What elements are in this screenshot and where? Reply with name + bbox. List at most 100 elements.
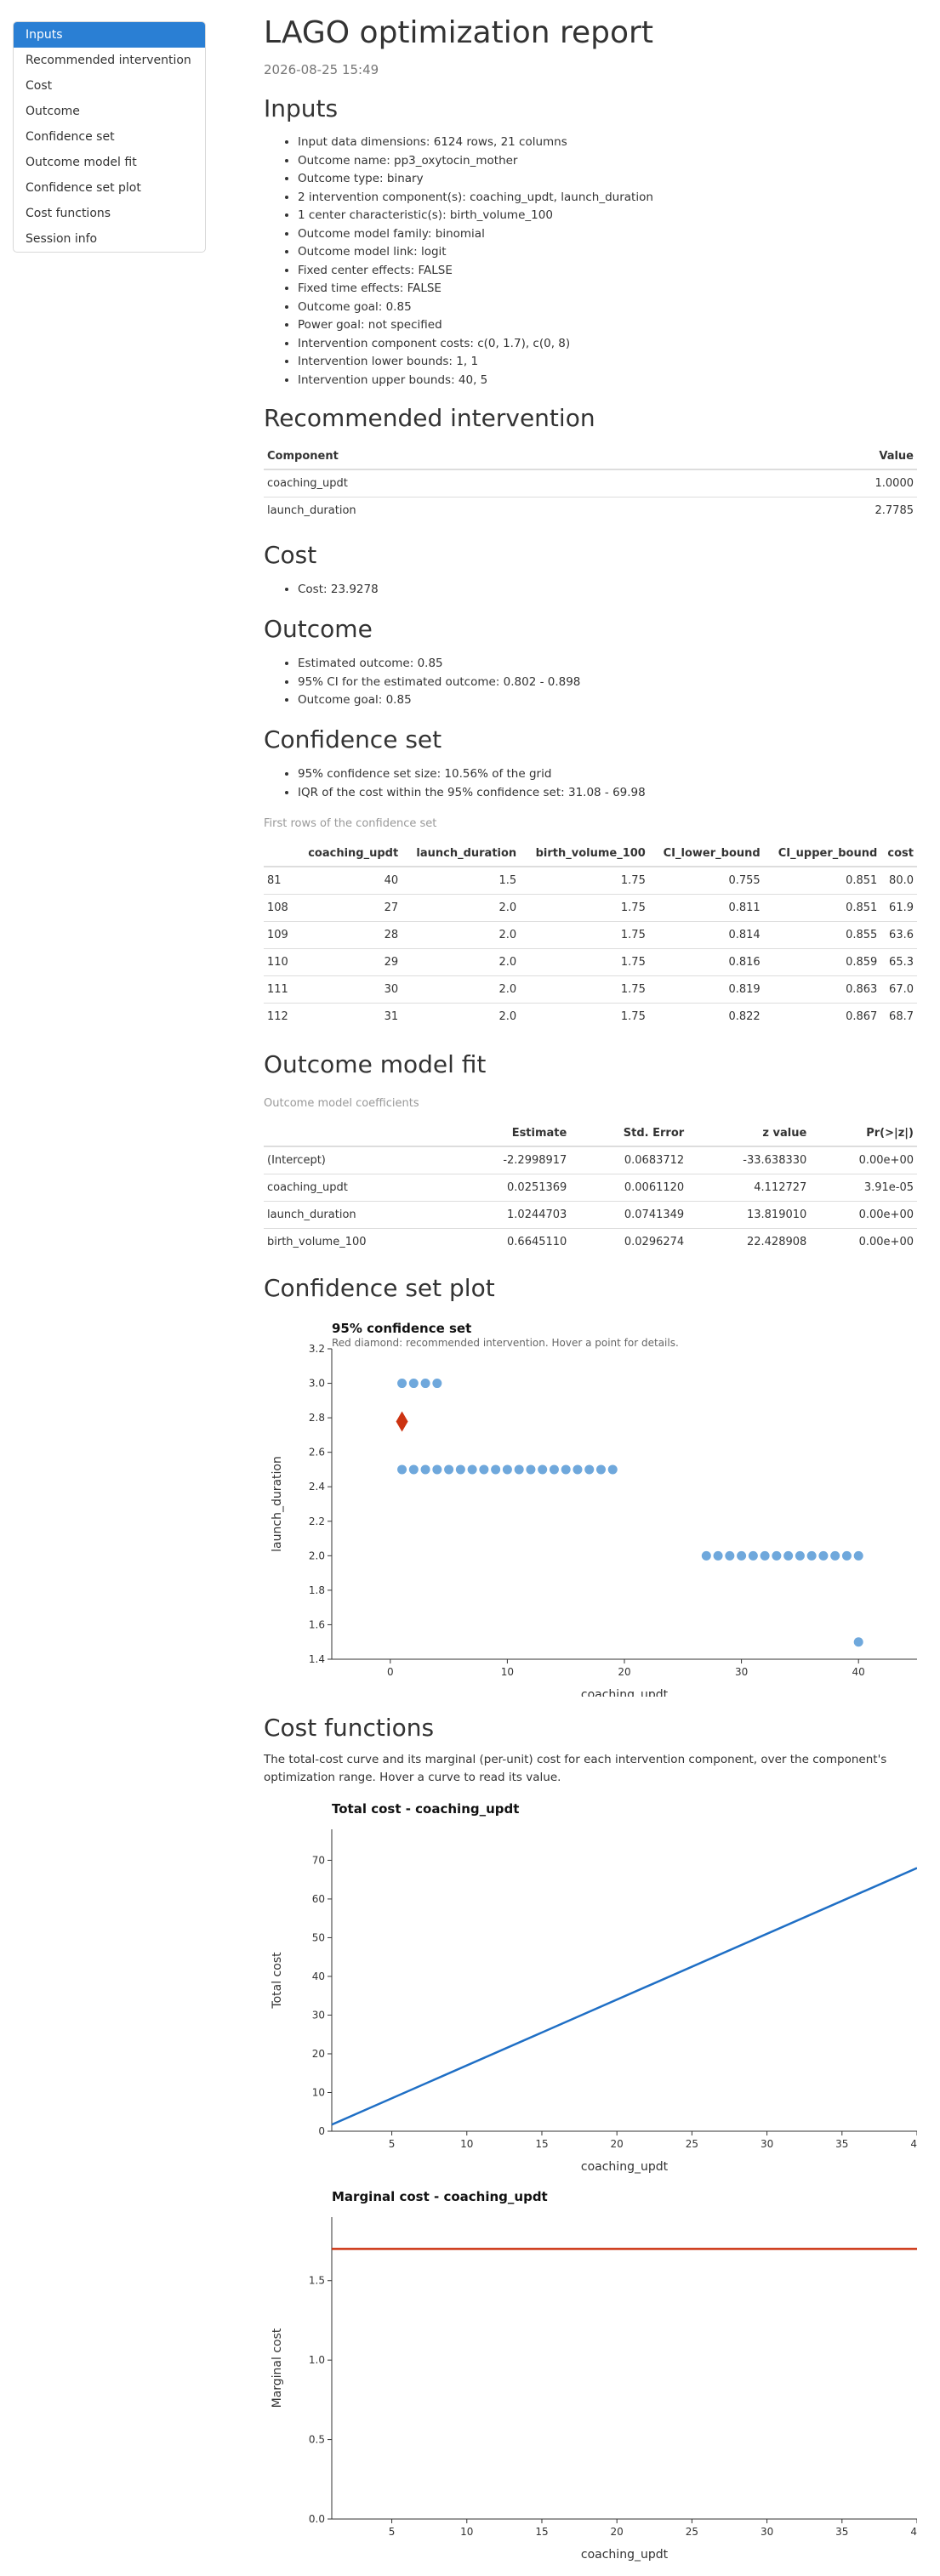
table-cell: 1.0244703 xyxy=(447,1201,571,1229)
list-item: Intervention lower bounds: 1, 1 xyxy=(298,353,940,372)
data-point xyxy=(467,1464,477,1475)
x-tick-label: 20 xyxy=(611,2138,624,2150)
table-cell: 0.867 xyxy=(763,1003,881,1030)
list-item: IQR of the cost within the 95% confidenc… xyxy=(298,784,940,803)
inputs-list: Input data dimensions: 6124 rows, 21 col… xyxy=(264,134,940,390)
data-point xyxy=(514,1464,524,1475)
y-tick-label: 30 xyxy=(312,2009,325,2021)
data-point xyxy=(479,1464,489,1475)
table-cell: 1.0000 xyxy=(706,469,917,498)
column-header: z value xyxy=(687,1120,811,1147)
table-cell: 0.0741349 xyxy=(570,1201,688,1229)
table-cell: -33.638330 xyxy=(687,1146,811,1174)
nav-item-session-info[interactable]: Session info xyxy=(26,232,98,246)
y-tick-label: 20 xyxy=(312,2048,325,2060)
table-cell: 40 xyxy=(294,866,402,895)
x-axis-label: coaching_updt xyxy=(581,2548,669,2562)
chart-title: Marginal cost - coaching_updt xyxy=(332,2189,548,2204)
list-item: Outcome name: pp3_oxytocin_mother xyxy=(298,152,940,171)
y-tick-label: 1.0 xyxy=(309,2354,325,2366)
table-cell: 2.0 xyxy=(402,975,521,1004)
list-item: Outcome goal: 0.85 xyxy=(298,299,940,317)
data-point xyxy=(806,1550,817,1561)
table-cell: launch_duration xyxy=(264,497,707,524)
column-header: Value xyxy=(706,443,917,470)
nav-item-outcome-model-fit[interactable]: Outcome model fit xyxy=(26,156,137,169)
data-point xyxy=(795,1550,805,1561)
data-point xyxy=(549,1464,559,1475)
table-cell: 112 xyxy=(264,1003,295,1030)
table-cell: 1.75 xyxy=(520,975,649,1004)
nav-item-outcome[interactable]: Outcome xyxy=(26,105,80,118)
table-header-row: coaching_updt launch_duration birth_volu… xyxy=(264,840,917,867)
marginal-cost-chart: Marginal cost - coaching_updt 5 10 15 20 25 30… xyxy=(271,2189,917,2562)
list-item: Outcome model family: binomial xyxy=(298,225,940,244)
data-point xyxy=(783,1550,794,1561)
y-axis-label: launch_duration xyxy=(271,1456,284,1552)
nav-item-cost[interactable]: Cost xyxy=(26,79,53,93)
y-tick-label: 10 xyxy=(312,2086,325,2098)
data-point xyxy=(432,1464,442,1475)
table-row: 109 28 2.0 1.75 0.814 0.855 63.6 xyxy=(264,921,917,949)
table-cell: 111 xyxy=(264,975,295,1004)
list-item: Outcome goal: 0.85 xyxy=(298,691,940,710)
series-line xyxy=(331,1867,917,2126)
x-tick-label: 5 xyxy=(389,2138,396,2150)
y-axis-label: Marginal cost xyxy=(271,2328,284,2408)
nav-item-cost-functions[interactable]: Cost functions xyxy=(26,207,111,220)
nav-item-recommended-intervention[interactable]: Recommended intervention xyxy=(26,54,191,67)
y-tick-label: 2.0 xyxy=(309,1550,325,1561)
data-point xyxy=(853,1550,863,1561)
table-cell: 0.00e+00 xyxy=(810,1228,917,1255)
nav-item-confidence-set[interactable]: Confidence set xyxy=(26,130,115,144)
y-tick-label: 3.2 xyxy=(309,1343,325,1355)
table-cell: 0.855 xyxy=(763,921,881,949)
table-cell: launch_duration xyxy=(264,1201,448,1229)
list-item: 1 center characteristic(s): birth_volume… xyxy=(298,207,940,225)
table-row: (Intercept) -2.2998917 0.0683712 -33.638330… xyxy=(264,1146,917,1174)
table-cell: 31 xyxy=(294,1003,402,1030)
table-cell: birth_volume_100 xyxy=(264,1228,448,1255)
table-cell: 0.816 xyxy=(648,948,764,976)
inputs-heading: Inputs xyxy=(264,94,339,122)
table-cell: 65.3 xyxy=(880,948,917,976)
data-point xyxy=(584,1464,595,1475)
table-cell: 67.0 xyxy=(880,975,917,1004)
list-item: Fixed center effects: FALSE xyxy=(298,262,940,281)
list-item: Fixed time effects: FALSE xyxy=(298,280,940,299)
modelfit-table-caption: Outcome model coefficients xyxy=(264,1097,419,1110)
recommended-point-marker xyxy=(396,1411,408,1432)
list-item: Input data dimensions: 6124 rows, 21 col… xyxy=(298,134,940,152)
y-tick-label: 70 xyxy=(312,1854,325,1866)
x-tick-label: 30 xyxy=(761,2138,773,2150)
x-tick-label: 40 xyxy=(910,2526,917,2538)
column-header xyxy=(264,840,295,867)
column-header xyxy=(264,1120,448,1147)
list-item: Power goal: not specified xyxy=(298,316,940,335)
table-cell: 110 xyxy=(264,948,295,976)
x-tick-label: 35 xyxy=(835,2138,848,2150)
data-point xyxy=(561,1464,571,1475)
total-cost-chart: Total cost - coaching_updt 5 10 15 20 25 30 35 4… xyxy=(271,1801,917,2174)
costfun-description: The total-cost curve and its marginal (p… xyxy=(264,1753,887,1784)
nav-item-confidence-set-plot[interactable]: Confidence set plot xyxy=(26,181,141,195)
table-header-row: Component Value xyxy=(264,443,917,470)
cost-list: Cost: 23.9278 xyxy=(264,581,940,600)
data-point xyxy=(502,1464,512,1475)
list-item: Intervention upper bounds: 40, 5 xyxy=(298,372,940,390)
data-point xyxy=(444,1464,454,1475)
column-header: CI_upper_bound xyxy=(763,840,881,867)
x-tick-label: 40 xyxy=(910,2138,917,2150)
x-tick-label: 20 xyxy=(618,1666,630,1678)
column-header: Pr(>|z|) xyxy=(810,1120,917,1147)
nav-item-inputs[interactable]: Inputs xyxy=(14,22,205,48)
y-tick-label: 0 xyxy=(318,2125,325,2137)
column-header: Estimate xyxy=(447,1120,571,1147)
data-point xyxy=(841,1550,852,1561)
table-cell: 1.75 xyxy=(520,948,649,976)
table-cell: 0.00e+00 xyxy=(810,1201,917,1229)
table-cell: 1.75 xyxy=(520,866,649,895)
outcome-heading: Outcome xyxy=(264,615,373,643)
x-tick-label: 30 xyxy=(735,1666,748,1678)
data-point xyxy=(853,1637,863,1647)
